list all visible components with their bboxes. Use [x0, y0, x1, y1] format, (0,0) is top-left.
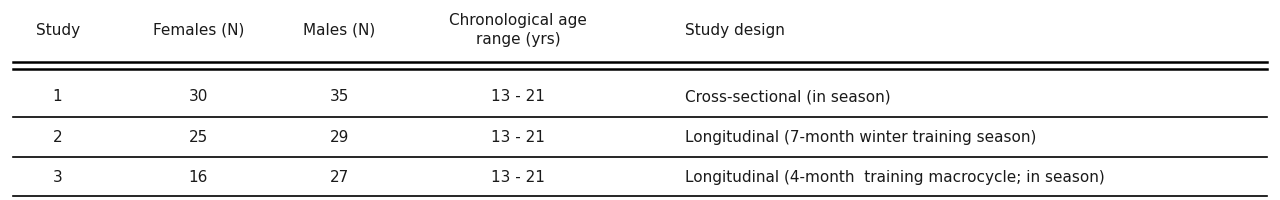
- Text: 27: 27: [329, 170, 349, 185]
- Text: Longitudinal (4-month  training macrocycle; in season): Longitudinal (4-month training macrocycl…: [685, 170, 1105, 185]
- Text: 29: 29: [329, 130, 349, 145]
- Text: 13 - 21: 13 - 21: [492, 170, 545, 185]
- Text: Longitudinal (7-month winter training season): Longitudinal (7-month winter training se…: [685, 130, 1037, 145]
- Text: Males (N): Males (N): [303, 22, 375, 37]
- Text: 3: 3: [52, 170, 63, 185]
- Text: Study: Study: [36, 22, 79, 37]
- Text: 13 - 21: 13 - 21: [492, 130, 545, 145]
- Text: Chronological age
range (yrs): Chronological age range (yrs): [449, 13, 588, 47]
- Text: Cross-sectional (in season): Cross-sectional (in season): [685, 89, 891, 104]
- Text: Females (N): Females (N): [152, 22, 244, 37]
- Text: 13 - 21: 13 - 21: [492, 89, 545, 104]
- Text: Study design: Study design: [685, 22, 785, 37]
- Text: 35: 35: [329, 89, 349, 104]
- Text: 30: 30: [188, 89, 209, 104]
- Text: 2: 2: [52, 130, 63, 145]
- Text: 1: 1: [52, 89, 63, 104]
- Text: 16: 16: [188, 170, 209, 185]
- Text: 25: 25: [188, 130, 209, 145]
